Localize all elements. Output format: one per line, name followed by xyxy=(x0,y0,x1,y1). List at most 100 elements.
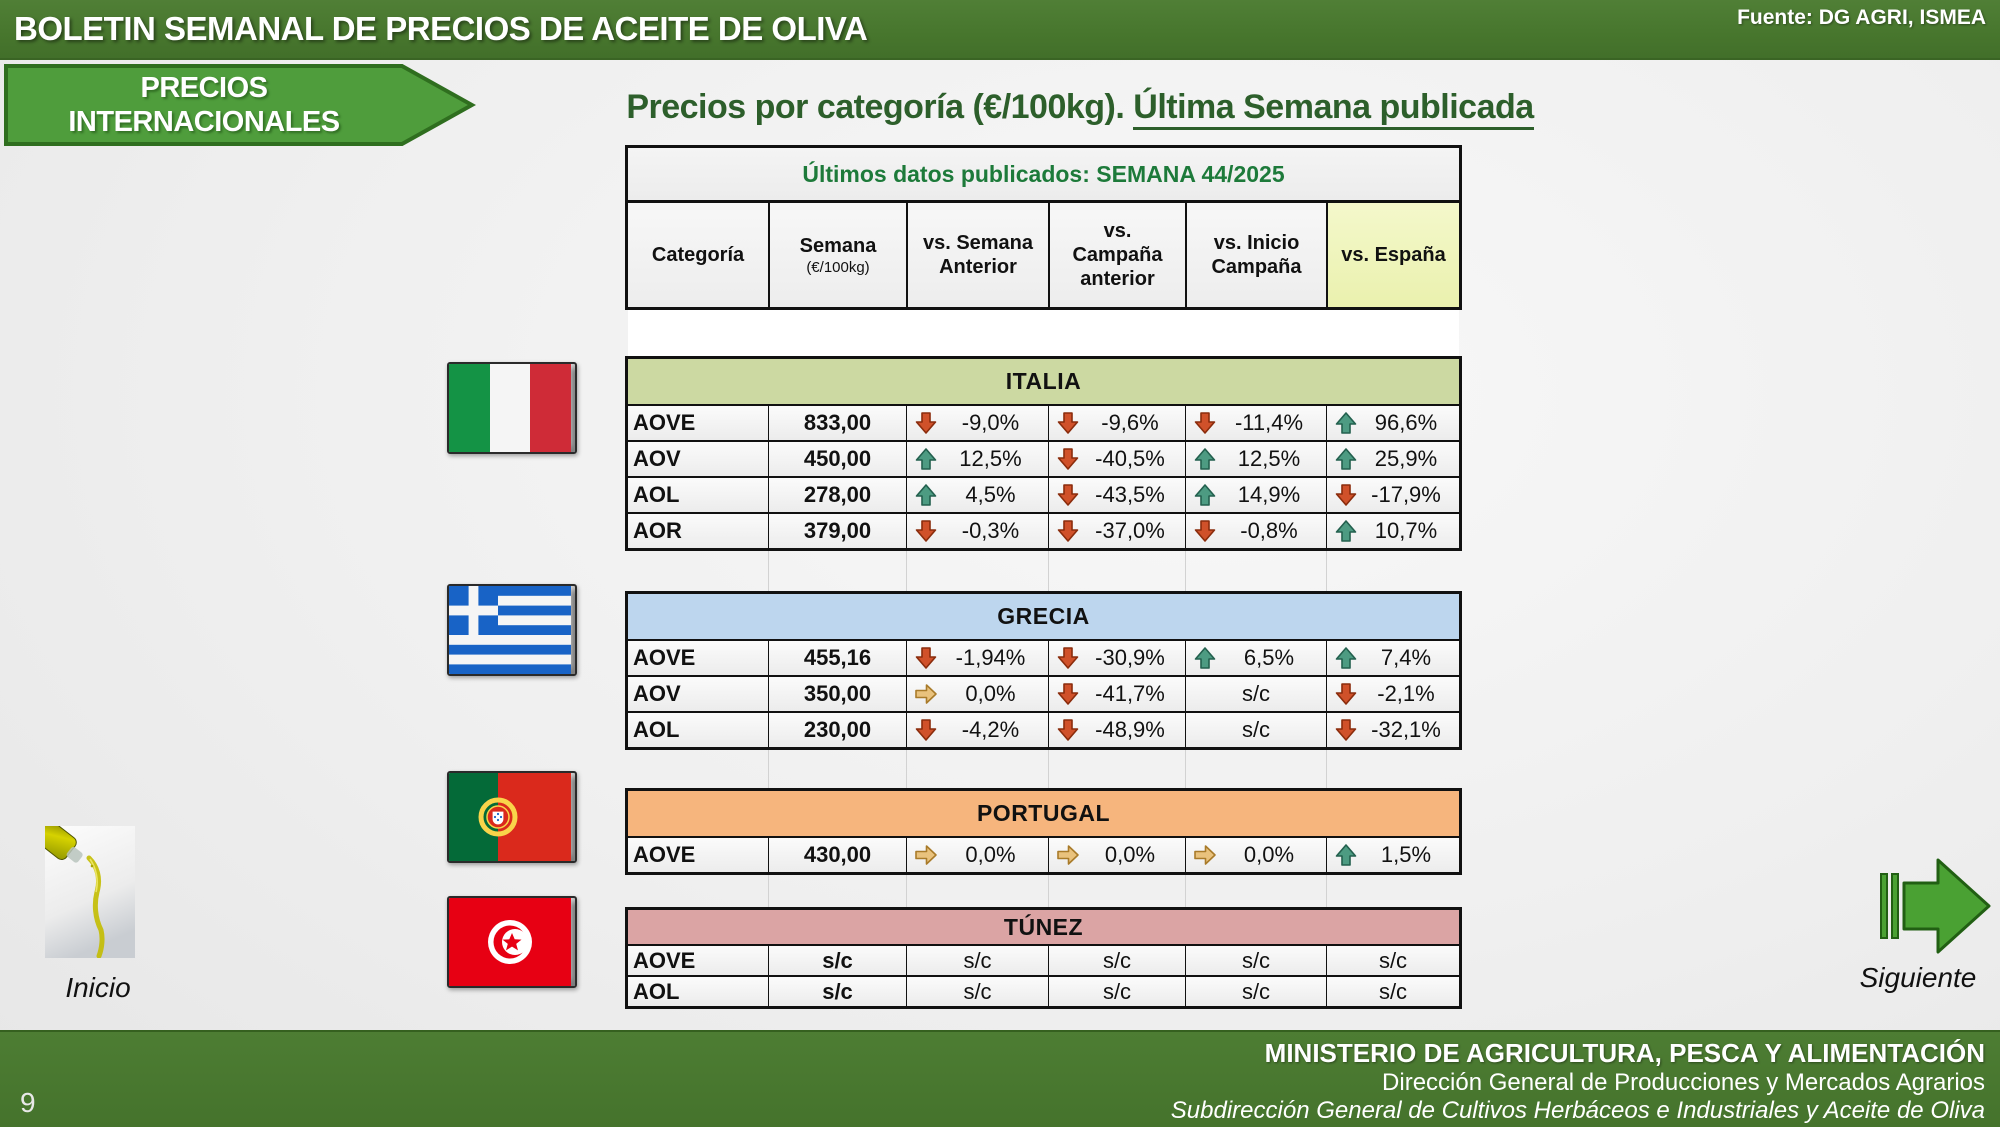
comparison-value: s/c xyxy=(1378,947,1408,973)
published-week-label: Últimos datos publicados: SEMANA 44/2025 xyxy=(628,148,1459,203)
comparison-cell: -11,4% xyxy=(1185,406,1326,440)
trend-down-icon xyxy=(1335,683,1357,705)
comparison-cell: -41,7% xyxy=(1048,677,1185,711)
page-title: Precios por categoría (€/100kg). Última … xyxy=(500,88,1660,130)
trend-up-icon xyxy=(1194,647,1216,669)
comparison-cell: s/c xyxy=(1048,977,1185,1006)
comparison-value: 12,5% xyxy=(959,446,1022,471)
comparison-cell: 0,0% xyxy=(1048,838,1185,872)
footer-text: MINISTERIO DE AGRICULTURA, PESCA Y ALIME… xyxy=(1171,1037,1985,1125)
page-number: 9 xyxy=(20,1087,36,1118)
comparison-value: s/c xyxy=(1102,978,1132,1004)
comparison-value: -40,5% xyxy=(1095,446,1165,471)
trend-down-icon xyxy=(915,520,937,542)
comparison-value: 1,5% xyxy=(1380,842,1432,867)
trend-down-icon xyxy=(1057,647,1079,669)
comparison-cell: -17,9% xyxy=(1326,478,1459,512)
footer-bar: MINISTERIO DE AGRICULTURA, PESCA Y ALIME… xyxy=(0,1030,2000,1127)
comparison-cell: -0,3% xyxy=(906,514,1048,548)
trend-down-icon xyxy=(1194,520,1216,542)
gap-gridline-cell xyxy=(768,875,906,907)
comparison-value: 0,0% xyxy=(1104,842,1156,867)
table-row: AOL 230,00 -4,2% -48,9% s/c -32,1% xyxy=(628,711,1459,747)
price-cell: 350,00 xyxy=(768,677,906,711)
olive-oil-image[interactable] xyxy=(18,807,135,959)
comparison-cell: -0,8% xyxy=(1185,514,1326,548)
table-row: AOL 278,00 4,5% -43,5% 14,9% -17,9% xyxy=(628,476,1459,512)
comparison-cell: 6,5% xyxy=(1185,641,1326,675)
trend-down-icon xyxy=(915,719,937,741)
comparison-value: s/c xyxy=(1241,978,1271,1004)
comparison-value: 96,6% xyxy=(1374,410,1438,435)
comparison-value: 0,0% xyxy=(965,681,1016,706)
comparison-cell: -48,9% xyxy=(1048,713,1185,747)
next-arrow-button[interactable] xyxy=(1876,850,1996,962)
price-cell: 430,00 xyxy=(768,838,906,872)
table-sections: ITALIA AOVE 833,00 -9,0% -9,6% -11,4% 96,6% AOV… xyxy=(625,310,1462,1009)
gap-gridline-cell xyxy=(628,750,768,788)
country-header: GRECIA xyxy=(628,594,1459,639)
comparison-cell: s/c xyxy=(1326,946,1459,975)
comparison-cell: s/c xyxy=(1048,946,1185,975)
banner-line2: INTERNACIONALES xyxy=(68,106,340,138)
comparison-value: 4,5% xyxy=(965,482,1016,507)
price-table: Últimos datos publicados: SEMANA 44/2025… xyxy=(625,145,1462,1009)
trend-down-icon xyxy=(1057,683,1079,705)
table-row: AOV 350,00 0,0% -41,7% s/c -2,1% xyxy=(628,675,1459,711)
table-row: AOR 379,00 -0,3% -37,0% -0,8% 10,7% xyxy=(628,512,1459,548)
trend-down-icon xyxy=(915,647,937,669)
price-cell: 833,00 xyxy=(768,406,906,440)
trend-down-icon xyxy=(1057,448,1079,470)
comparison-value: s/c xyxy=(1241,681,1271,706)
column-header-cell: Semana (€/100kg) xyxy=(768,203,906,307)
comparison-cell: 4,5% xyxy=(906,478,1048,512)
comparison-value: 14,9% xyxy=(1237,482,1301,507)
comparison-cell: 0,0% xyxy=(906,838,1048,872)
comparison-value: 0,0% xyxy=(1243,842,1295,867)
comparison-cell: -9,6% xyxy=(1048,406,1185,440)
table-row: AOL s/c s/c s/c s/c s/c xyxy=(628,975,1459,1006)
trend-up-icon xyxy=(1335,448,1357,470)
comparison-cell: 14,9% xyxy=(1185,478,1326,512)
comparison-value: -9,6% xyxy=(1101,410,1159,435)
gap-gridline-cell xyxy=(1185,875,1326,907)
comparison-value: s/c xyxy=(1378,978,1408,1004)
trend-flat-icon xyxy=(1057,845,1079,865)
price-cell: s/c xyxy=(768,977,906,1006)
price-cell: 455,16 xyxy=(768,641,906,675)
comparison-value: -4,2% xyxy=(961,717,1020,742)
banner-arrow-shape xyxy=(4,64,476,146)
table-header-block: Últimos datos publicados: SEMANA 44/2025… xyxy=(625,145,1462,310)
comparison-value: -41,7% xyxy=(1095,681,1165,706)
comparison-cell: 25,9% xyxy=(1326,442,1459,476)
inicio-link[interactable]: Inicio xyxy=(65,972,131,1003)
comparison-value: s/c xyxy=(963,978,992,1004)
category-cell: AOR xyxy=(628,514,768,548)
comparison-cell: -9,0% xyxy=(906,406,1048,440)
trend-down-icon xyxy=(1057,484,1079,506)
comparison-cell: -32,1% xyxy=(1326,713,1459,747)
comparison-value: s/c xyxy=(1102,947,1132,973)
price-cell: 450,00 xyxy=(768,442,906,476)
trend-up-icon xyxy=(915,448,937,470)
comparison-cell: -1,94% xyxy=(906,641,1048,675)
trend-down-icon xyxy=(1194,412,1216,434)
banner-text: PRECIOS INTERNACIONALES xyxy=(4,64,404,146)
comparison-cell: s/c xyxy=(1185,977,1326,1006)
comparison-value: 6,5% xyxy=(1243,645,1295,670)
trend-flat-icon xyxy=(915,684,937,704)
gap-gridline-cell xyxy=(768,551,906,591)
gap-gridline-cell xyxy=(1048,875,1185,907)
italy-flag xyxy=(447,362,577,454)
gap-gridline-cell xyxy=(1326,551,1459,591)
table-row: AOVE 430,00 0,0% 0,0% 0,0% 1,5% xyxy=(628,836,1459,872)
trend-up-icon xyxy=(1194,484,1216,506)
siguiente-label[interactable]: Siguiente xyxy=(1859,962,1977,993)
trend-up-icon xyxy=(915,484,937,506)
comparison-value: -0,8% xyxy=(1240,518,1298,543)
gap-gridline-cell xyxy=(906,750,1048,788)
comparison-cell: 1,5% xyxy=(1326,838,1459,872)
trend-down-icon xyxy=(1057,520,1079,542)
table-row: AOVE 455,16 -1,94% -30,9% 6,5% 7,4% xyxy=(628,639,1459,675)
